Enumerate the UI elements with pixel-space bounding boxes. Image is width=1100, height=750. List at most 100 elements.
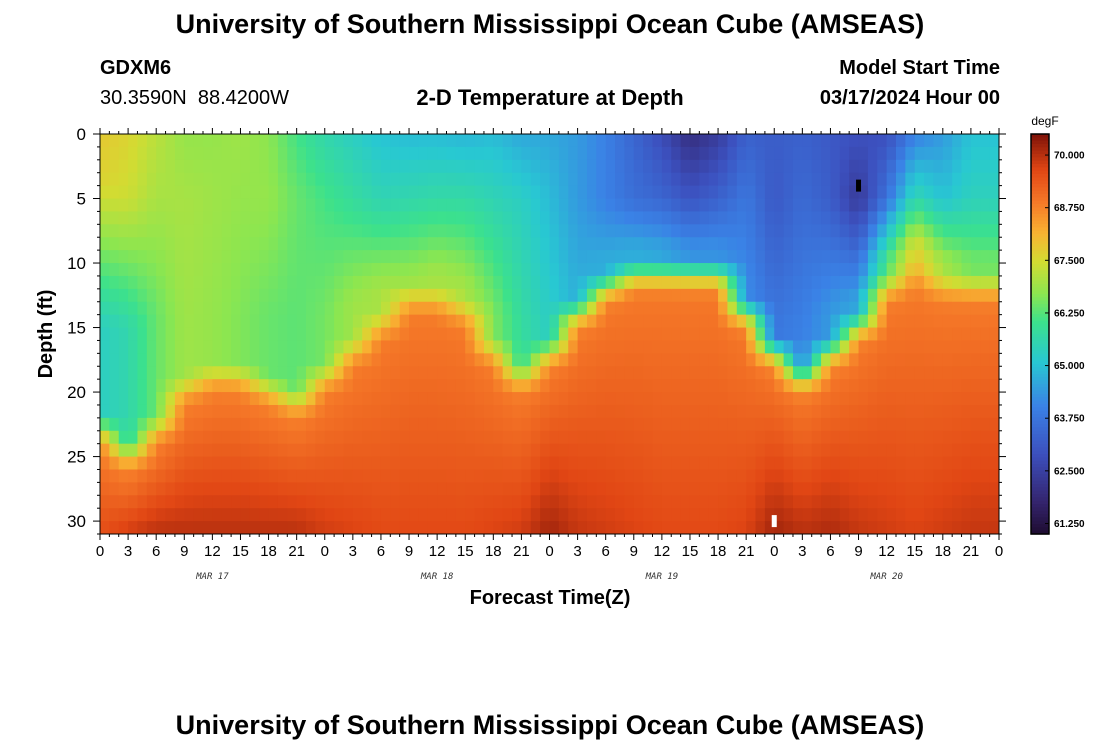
heatmap-cell (165, 430, 176, 445)
heatmap-cell (493, 288, 504, 303)
heatmap-cell (624, 469, 635, 483)
heatmap-cell (671, 379, 682, 393)
heatmap-cell (474, 314, 485, 329)
heatmap-cell (521, 495, 532, 509)
heatmap-cell (615, 404, 626, 419)
heatmap-cell (521, 392, 532, 406)
heatmap-cell (586, 404, 597, 419)
heatmap-cell (774, 469, 785, 483)
heatmap-cell (109, 314, 120, 329)
heatmap-cell (231, 456, 242, 471)
heatmap-cell (558, 134, 569, 148)
heatmap-cell (109, 482, 120, 496)
colorbar-segment (1031, 404, 1049, 408)
heatmap-cell (193, 185, 204, 200)
heatmap-cell (137, 456, 148, 471)
heatmap-cell (306, 211, 316, 225)
heatmap-cell (577, 301, 588, 316)
heatmap-cell (128, 198, 139, 213)
heatmap-cell (474, 417, 485, 432)
heatmap-cell (156, 146, 167, 161)
heatmap-cell (287, 340, 298, 354)
heatmap-cell (736, 314, 747, 329)
heatmap-cell (137, 198, 148, 213)
heatmap-cell (540, 327, 551, 342)
heatmap-cell (512, 508, 522, 522)
heatmap-cell (268, 198, 279, 213)
heatmap-cell (933, 443, 944, 458)
heatmap-cell (783, 211, 794, 225)
heatmap-cell (867, 521, 878, 534)
colorbar-segment (1031, 177, 1049, 182)
heatmap-cell (661, 379, 672, 393)
colorbar-tick-label: 67.500 (1054, 256, 1085, 267)
heatmap-cell (296, 469, 307, 483)
heatmap-cell (521, 456, 532, 471)
heatmap-cell (174, 508, 185, 522)
station-coordinates: 30.3590N 88.4200W (100, 87, 290, 109)
heatmap-cell (736, 366, 747, 380)
heatmap-cell (624, 275, 635, 290)
heatmap-cell (483, 495, 494, 509)
heatmap-cell (446, 430, 457, 445)
heatmap-cell (455, 404, 466, 419)
heatmap-cell (249, 521, 260, 534)
heatmap-cell (221, 172, 232, 187)
heatmap-cell (296, 288, 307, 303)
heatmap-cell (465, 224, 476, 238)
heatmap-cell (699, 392, 710, 406)
heatmap-cell (924, 340, 935, 354)
heatmap-cell (259, 417, 270, 432)
heatmap-cell (146, 275, 157, 290)
heatmap-cell (961, 224, 972, 238)
heatmap-cell (231, 417, 242, 432)
heatmap-cell (165, 508, 176, 522)
heatmap-cell (512, 198, 522, 213)
heatmap-cell (306, 495, 316, 509)
heatmap-cell (249, 134, 260, 148)
heatmap-cell (849, 508, 860, 522)
heatmap-cell (736, 159, 747, 174)
heatmap-cell (203, 211, 213, 225)
heatmap-cell (203, 250, 213, 264)
heatmap-cell (586, 263, 597, 277)
heatmap-cell (895, 417, 906, 432)
heatmap-cell (371, 224, 382, 238)
heatmap-cell (577, 353, 588, 367)
heatmap-cell (306, 366, 316, 380)
heatmap-cell (203, 185, 213, 200)
heatmap-cell (371, 301, 382, 316)
heatmap-cell (287, 275, 298, 290)
heatmap-cell (605, 340, 616, 354)
heatmap-cell (652, 340, 663, 354)
colorbar-segment (1031, 254, 1049, 258)
heatmap-cell (811, 301, 822, 316)
heatmap-cell (858, 172, 869, 187)
heatmap-cell (905, 404, 916, 419)
heatmap-cell (268, 469, 279, 483)
heatmap-cell (596, 417, 607, 432)
heatmap-cell (952, 379, 963, 393)
heatmap-cell (352, 250, 363, 264)
heatmap-cell (156, 456, 167, 471)
heatmap-cell (811, 456, 822, 471)
heatmap-cell (184, 159, 195, 174)
heatmap-cell (193, 353, 204, 367)
heatmap-cell (530, 159, 541, 174)
heatmap-cell (858, 443, 869, 458)
heatmap-cell (783, 392, 794, 406)
heatmap-cell (137, 288, 148, 303)
heatmap-cell (605, 482, 616, 496)
heatmap-cell (409, 366, 419, 380)
heatmap-cell (933, 159, 944, 174)
heatmap-cell (418, 263, 429, 277)
heatmap-cell (399, 275, 410, 290)
heatmap-cell (774, 263, 785, 277)
heatmap-cell (633, 237, 644, 251)
heatmap-cell (259, 275, 270, 290)
heatmap-cell (596, 288, 607, 303)
heatmap-cell (774, 482, 785, 496)
colorbar-segment (1031, 410, 1049, 415)
heatmap-cell (212, 417, 223, 432)
heatmap-cell (483, 340, 494, 354)
